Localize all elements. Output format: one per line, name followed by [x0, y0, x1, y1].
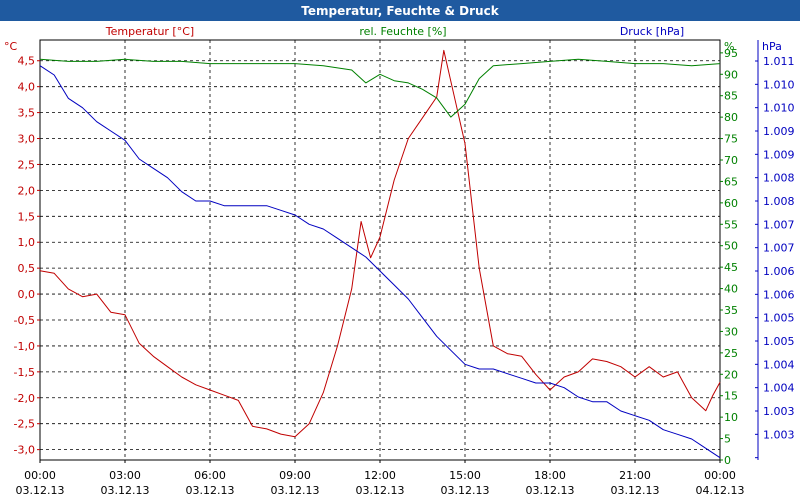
- pressure-tick-label: 1.005: [763, 335, 795, 348]
- date-tick-label: 04.12.13: [696, 484, 745, 497]
- humidity-tick-label: 10: [724, 411, 738, 424]
- humidity-tick-label: 85: [724, 90, 738, 103]
- humidity-tick-label: 80: [724, 111, 738, 124]
- pressure-tick-label: 1.009: [763, 125, 795, 138]
- temperature-tick-label: 0,5: [18, 262, 36, 275]
- humidity-tick-label: 90: [724, 68, 738, 81]
- pressure-tick-label: 1.005: [763, 312, 795, 325]
- date-tick-label: 03.12.13: [271, 484, 320, 497]
- humidity-tick-label: 35: [724, 304, 738, 317]
- pressure-tick-label: 1.009: [763, 148, 795, 161]
- humidity-series-line: [39, 58, 721, 118]
- temperature-tick-label: 4,0: [18, 81, 36, 94]
- pressure-tick-label: 1.006: [763, 265, 795, 278]
- time-tick-label: 03:00: [109, 469, 141, 482]
- humidity-tick-label: 5: [724, 433, 731, 446]
- pressure-axis-ticks: 1.011 1.010 1.010 1.009 1.009 1.008 1.008 1.007…: [755, 40, 795, 460]
- temperature-tick-label: 0,0: [18, 288, 36, 301]
- time-tick-label: 00:00: [704, 469, 736, 482]
- humidity-tick-label: 0: [724, 454, 731, 467]
- temperature-tick-label: 3,0: [18, 133, 36, 146]
- title-bar: [0, 0, 800, 21]
- humidity-tick-label: 60: [724, 197, 738, 210]
- temperature-tick-label: 1,5: [18, 210, 36, 223]
- humidity-tick-label: 65: [724, 175, 738, 188]
- humidity-tick-label: 30: [724, 325, 738, 338]
- pressure-tick-label: 1.010: [763, 102, 795, 115]
- grid-lines: [40, 40, 720, 460]
- temperature-tick-label: 1,0: [18, 236, 36, 249]
- time-tick-label: 18:00: [534, 469, 566, 482]
- pressure-tick-label: 1.003: [763, 428, 795, 441]
- time-tick-label: 15:00: [449, 469, 481, 482]
- date-tick-label: 03.12.13: [101, 484, 150, 497]
- pressure-tick-label: 1.007: [763, 218, 795, 231]
- date-tick-label: 03.12.13: [186, 484, 235, 497]
- pressure-unit-label: hPa: [762, 40, 782, 53]
- humidity-axis-header: rel. Feuchte [%]: [359, 25, 446, 38]
- window-title: Temperatur, Feuchte & Druck: [301, 4, 499, 18]
- date-tick-label: 03.12.13: [16, 484, 65, 497]
- temperature-axis-header: Temperatur [°C]: [105, 25, 194, 38]
- humidity-tick-label: 95: [724, 47, 738, 60]
- temperature-tick-label: 3,5: [18, 107, 36, 120]
- humidity-tick-label: 70: [724, 154, 738, 167]
- pressure-tick-label: 1.011: [763, 55, 795, 68]
- temperature-tick-label: -1,5: [14, 366, 35, 379]
- humidity-tick-label: 15: [724, 390, 738, 403]
- series-lines: [39, 49, 721, 459]
- date-tick-label: 03.12.13: [526, 484, 575, 497]
- pressure-series-line: [39, 65, 721, 459]
- pressure-tick-label: 1.008: [763, 195, 795, 208]
- time-tick-label: 09:00: [279, 469, 311, 482]
- temperature-tick-label: -1,0: [14, 340, 35, 353]
- pressure-tick-label: 1.004: [763, 358, 795, 371]
- temperature-series-line: [39, 49, 721, 438]
- pressure-tick-label: 1.006: [763, 288, 795, 301]
- humidity-tick-label: 40: [724, 283, 738, 296]
- pressure-tick-label: 1.010: [763, 78, 795, 91]
- temperature-tick-label: -2,5: [14, 418, 35, 431]
- humidity-tick-label: 50: [724, 240, 738, 253]
- time-tick-label: 12:00: [364, 469, 396, 482]
- humidity-tick-label: 75: [724, 133, 738, 146]
- humidity-tick-label: 45: [724, 261, 738, 274]
- time-axis-ticks: 00:00 03.12.13 03:00 03.12.13 06:00 03.12.13 0…: [16, 460, 745, 497]
- humidity-tick-label: 20: [724, 368, 738, 381]
- humidity-unit-label: %: [724, 40, 734, 53]
- time-tick-label: 21:00: [619, 469, 651, 482]
- temperature-tick-label: -3,0: [14, 444, 35, 457]
- pressure-tick-label: 1.007: [763, 242, 795, 255]
- temperature-tick-label: -2,0: [14, 392, 35, 405]
- time-tick-label: 00:00: [24, 469, 56, 482]
- time-tick-label: 06:00: [194, 469, 226, 482]
- temperature-axis-ticks: 4,5 4,0 3,5 3,0 2,5 2,0 1,5 1,0 0,5 0,0 -0,5 -1,0 -1…: [14, 55, 40, 457]
- date-tick-label: 03.12.13: [356, 484, 405, 497]
- temperature-tick-label: -0,5: [14, 314, 35, 327]
- humidity-tick-label: 55: [724, 218, 738, 231]
- pressure-tick-label: 1.004: [763, 382, 795, 395]
- pressure-tick-label: 1.008: [763, 172, 795, 185]
- temperature-tick-label: 4,5: [18, 55, 36, 68]
- temperature-tick-label: 2,0: [18, 184, 36, 197]
- date-tick-label: 03.12.13: [611, 484, 660, 497]
- temperature-unit-label: °C: [4, 40, 18, 53]
- date-tick-label: 03.12.13: [441, 484, 490, 497]
- pressure-tick-label: 1.003: [763, 405, 795, 418]
- pressure-axis-header: Druck [hPa]: [620, 25, 684, 38]
- temperature-tick-label: 2,5: [18, 158, 36, 171]
- humidity-tick-label: 25: [724, 347, 738, 360]
